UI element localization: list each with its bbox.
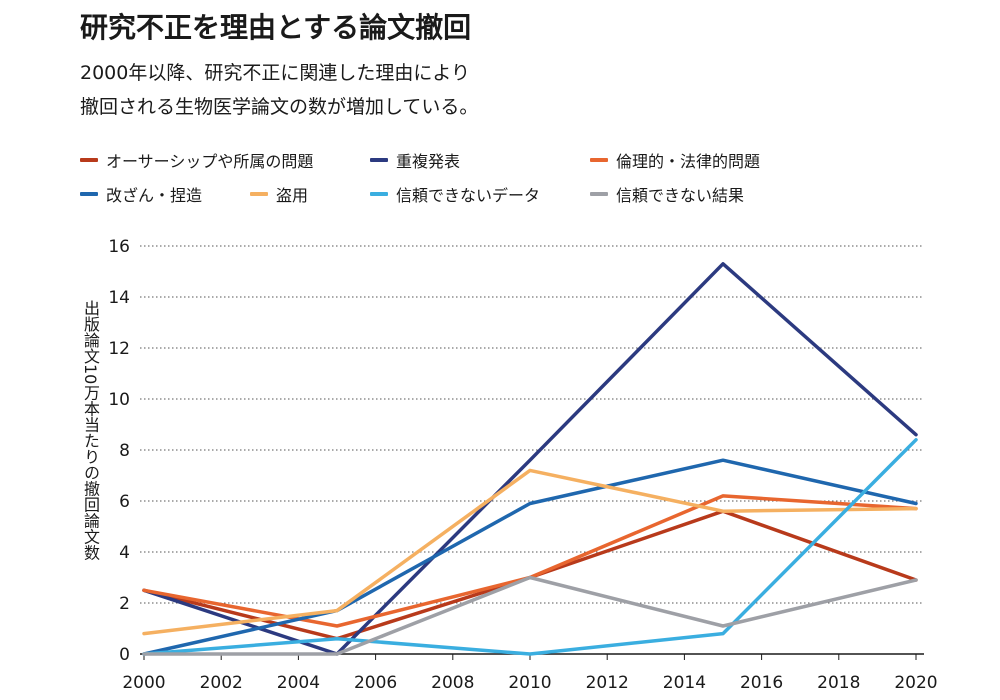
legend-item: 信頼できない結果 [590, 182, 744, 206]
series-line [142, 438, 918, 656]
y-tick-label: 16 [108, 237, 130, 257]
y-tick-label: 8 [119, 441, 130, 461]
legend-item: オーサーシップや所属の問題 [80, 148, 313, 172]
legend-label: 信頼できない結果 [616, 186, 745, 205]
series-line [142, 262, 918, 656]
series-line [142, 458, 918, 656]
legend-swatch [590, 158, 608, 162]
y-axis-label: 出版論文10万本当たりの撤回論文数 [81, 300, 100, 561]
legend-label: 倫理的・法律的問題 [616, 152, 761, 171]
y-tick-label: 10 [108, 390, 130, 410]
x-tick-label: 2006 [354, 673, 397, 693]
x-tick-label: 2012 [586, 673, 629, 693]
y-tick-label: 14 [108, 288, 130, 308]
legend-label: 信頼できないデータ [396, 186, 541, 205]
series-line [142, 575, 918, 656]
legend-label: 重複発表 [396, 152, 461, 171]
legend-label: 盗用 [276, 186, 309, 205]
legend-label: オーサーシップや所属の問題 [106, 152, 314, 171]
legend-label: 改ざん・捏造 [106, 186, 203, 205]
legend-swatch [370, 158, 388, 162]
y-tick-label: 6 [119, 492, 130, 512]
legend-swatch [80, 192, 98, 196]
series-line [142, 468, 918, 636]
x-tick-label: 2014 [663, 673, 706, 693]
x-tick-label: 2010 [508, 673, 551, 693]
x-tick-label: 2016 [740, 673, 783, 693]
legend-item: 信頼できないデータ [370, 182, 540, 206]
x-tick-label: 2020 [894, 673, 937, 693]
y-tick-label: 2 [119, 594, 130, 614]
legend-swatch [370, 192, 388, 196]
legend-swatch [80, 158, 98, 162]
y-tick-label: 12 [108, 339, 130, 359]
x-tick-label: 2004 [277, 673, 320, 693]
subtitle-line-2: 撤回される生物医学論文の数が増加している。 [80, 96, 479, 118]
y-tick-label: 0 [119, 645, 130, 665]
x-tick-label: 2002 [200, 673, 243, 693]
subtitle-line-1: 2000年以降、研究不正に関連した理由により [80, 62, 470, 84]
chart-subtitle: 2000年以降、研究不正に関連した理由により 撤回される生物医学論文の数が増加し… [80, 56, 640, 124]
legend-swatch [250, 192, 268, 196]
x-tick-label: 2000 [122, 673, 165, 693]
legend-swatch [590, 192, 608, 196]
legend-item: 重複発表 [370, 148, 460, 172]
y-tick-label: 4 [119, 543, 130, 563]
legend-item: 倫理的・法律的問題 [590, 148, 760, 172]
x-tick-label: 2018 [817, 673, 860, 693]
legend-item: 盗用 [250, 182, 308, 206]
x-tick-label: 2008 [431, 673, 474, 693]
chart-title: 研究不正を理由とする論文撤回 [80, 11, 472, 44]
legend-item: 改ざん・捏造 [80, 182, 202, 206]
